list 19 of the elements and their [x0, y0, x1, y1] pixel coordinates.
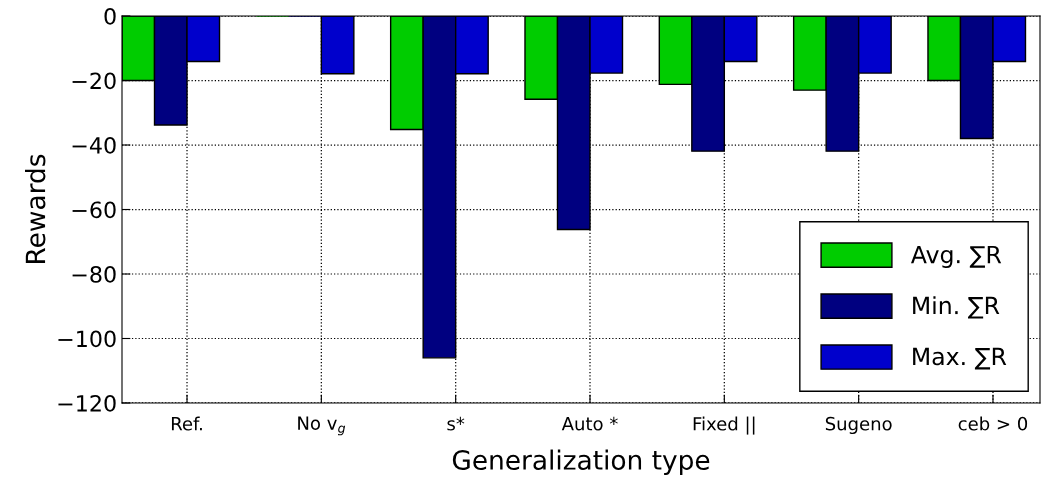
- y-tick-label: −100: [58, 330, 116, 348]
- x-tick-label: Auto *: [561, 416, 618, 431]
- y-axis-title: Rewards: [25, 154, 46, 263]
- legend-label: Max. ∑R: [913, 347, 1007, 370]
- x-tick-label: Fixed ||: [693, 416, 755, 435]
- y-tick-label: 0: [104, 7, 116, 25]
- x-tick-label: ceb > 0: [958, 416, 1028, 431]
- x-axis-title: Generalization type: [452, 449, 710, 476]
- x-tick-label: Ref.: [171, 416, 202, 431]
- y-tick-label: −60: [72, 201, 116, 219]
- x-tick-label: No v$_{g}$: [298, 416, 346, 436]
- legend-label: Min. ∑R: [913, 296, 1000, 319]
- legend-label: Avg. ∑R: [910, 245, 1002, 269]
- y-tick-label: −80: [72, 265, 116, 283]
- y-tick-label: −120: [58, 394, 116, 412]
- y-tick-label: −40: [72, 136, 116, 154]
- x-tick-label: Sugeno: [825, 416, 892, 435]
- y-tick-label: −20: [72, 72, 116, 90]
- x-tick-label: s*: [447, 416, 465, 431]
